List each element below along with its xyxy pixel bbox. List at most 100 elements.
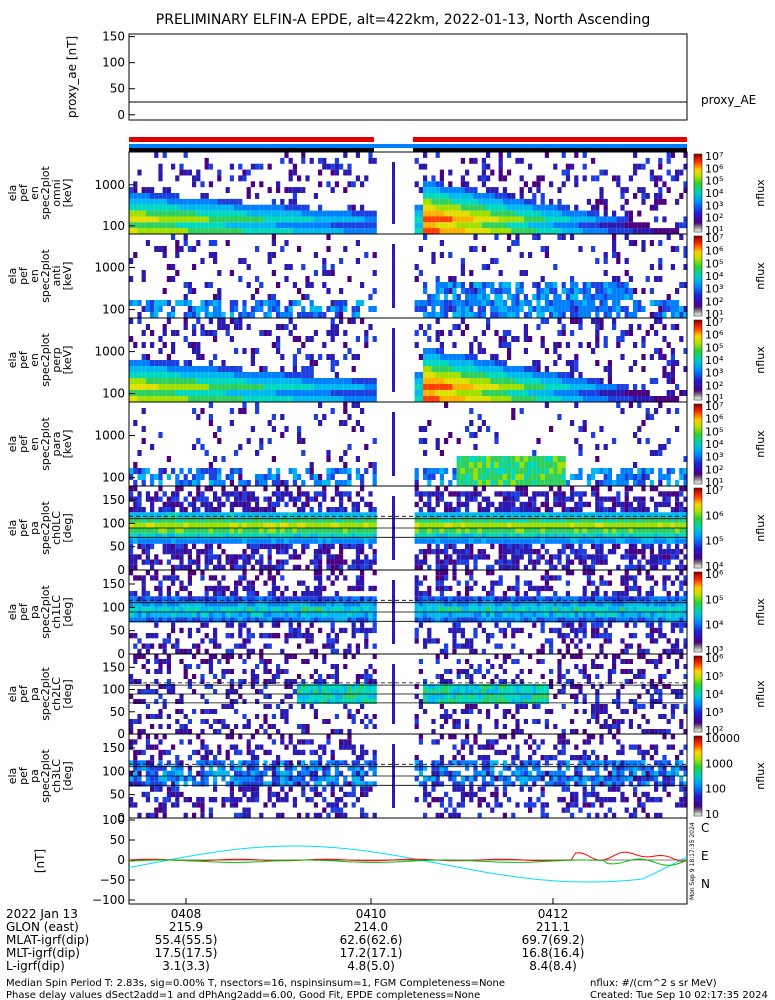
heatmap-cell [452,187,457,193]
heatmap-cell [469,228,474,234]
heatmap-cell [187,528,192,534]
heatmap-cell [229,612,234,618]
heatmap-cell [624,234,629,240]
heatmap-cell [133,554,138,560]
heatmap-cell [326,538,331,544]
heatmap-cell [603,512,608,518]
heatmap-cell [259,522,264,529]
panel-3: 1000100elapefenspec2plotperp[keV]10⁷10⁶1… [6,316,767,405]
heatmap-cell [561,496,566,502]
heatmap-cell [238,617,243,623]
heatmap-cell [641,366,646,372]
heatmap-cell [288,300,293,306]
heatmap-cell [183,528,188,534]
heatmap-cell [242,486,247,492]
heatmap-cell [322,480,327,486]
heatmap-cell [460,300,465,306]
heatmap-cell [435,549,440,555]
heatmap-cell [507,549,512,555]
heatmap-cell [200,533,205,539]
heatmap-cell [620,384,625,390]
heatmap-cell [469,474,474,480]
heatmap-cell [490,474,495,480]
heatmap-cell [171,312,176,318]
heatmap-cell [217,228,222,234]
heatmap-cell [187,360,192,366]
heatmap-cell [591,559,596,565]
heatmap-cell [624,222,629,229]
heatmap-cell [582,384,587,390]
heatmap-cell [280,324,285,330]
heatmap-cell [683,282,688,288]
heatmap-cell [301,517,306,523]
ytick-label: 100 [102,516,125,530]
heatmap-cell [679,512,684,518]
heatmap-cell [427,396,432,402]
heatmap-cell [171,390,176,396]
heatmap-cell [486,528,491,534]
heatmap-cell [267,549,272,555]
heatmap-cell [141,396,146,402]
heatmap-cell [683,306,688,312]
heatmap-cell [481,533,486,539]
heatmap-cell [343,330,348,336]
heatmap-cell [297,612,302,618]
heatmap-cell [469,468,474,474]
heatmap-cell [263,496,268,502]
heatmap-cell [276,181,281,188]
heatmap-cell [129,612,134,618]
heatmap-cell [586,522,591,529]
heatmap-cell [574,528,579,534]
heatmap-cell [250,528,255,534]
heatmap-cell [271,591,276,597]
heatmap-cell [523,486,528,492]
heatmap-cell [624,491,629,497]
heatmap-cell [166,300,171,306]
heatmap-cell [456,533,461,539]
heatmap-cell [368,157,373,164]
heatmap-cell [654,312,659,318]
colorbar-tick: 10⁷ [705,150,723,163]
heatmap-cell [309,507,314,513]
heatmap-cell [502,528,507,534]
heatmap-cell [654,216,659,223]
heatmap-cell [217,517,222,523]
heatmap-cell [578,496,583,502]
heatmap-cell [570,163,575,170]
heatmap-cell [460,522,465,529]
heatmap-cell [196,480,201,486]
heatmap-cell [141,342,146,348]
heatmap-cell [154,575,159,581]
heatmap-cell [259,564,264,571]
heatmap-cell [271,414,276,420]
heatmap-cell [297,643,302,649]
heatmap-cell [225,228,230,234]
heatmap-cell [318,512,323,518]
heatmap-cell [234,612,239,618]
heatmap-cell [637,538,642,544]
heatmap-cell [439,204,444,211]
heatmap-cell [649,378,654,384]
heatmap-cell [473,198,478,205]
heatmap-cell [368,324,373,330]
heatmap-cell [515,306,520,312]
heatmap-cell [347,480,352,486]
heatmap-cell [280,575,285,581]
heatmap-cell [523,390,528,396]
heatmap-cell [360,378,365,384]
heatmap-cell [473,372,478,378]
heatmap-cell [612,480,617,486]
heatmap-cell [481,157,486,164]
heatmap-cell [229,216,234,223]
heatmap-cell [292,354,297,360]
heatmap-cell [330,330,335,336]
heatmap-cell [292,564,297,571]
heatmap-cell [276,222,281,229]
heatmap-cell [330,264,335,270]
heatmap-cell [292,378,297,384]
heatmap-cell [662,396,667,402]
heatmap-cell [355,354,360,360]
heatmap-cell [267,306,272,312]
heatmap-cell [612,507,617,513]
heatmap-cell [196,414,201,420]
